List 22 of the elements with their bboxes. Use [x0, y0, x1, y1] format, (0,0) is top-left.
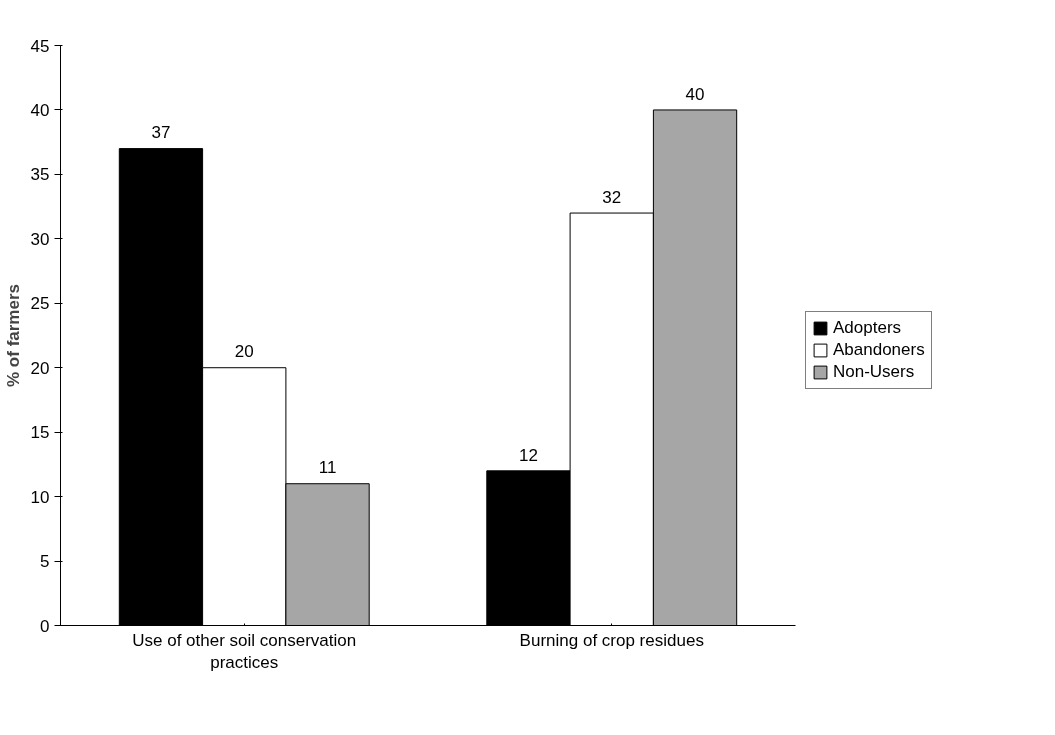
x-tick-label: Burning of crop residues	[519, 630, 704, 650]
data-label: 32	[602, 187, 622, 207]
x-tick-label: Use of other soil conservation practices	[132, 630, 357, 673]
y-tick-label: 20	[30, 358, 50, 378]
y-tick-label: 30	[30, 229, 50, 249]
data-label: 11	[318, 458, 337, 478]
y-tick-label: 35	[30, 165, 50, 185]
legend-label: Adopters	[833, 318, 902, 338]
y-tick-label: 25	[30, 294, 50, 314]
data-label: 12	[519, 445, 538, 465]
data-label: 20	[234, 342, 254, 362]
y-tick-label: 15	[30, 423, 50, 443]
y-tick-label: 0	[40, 616, 50, 636]
y-axis-title: % of farmers	[3, 284, 23, 387]
y-tick-label: 40	[30, 100, 50, 120]
data-label: 37	[151, 123, 171, 143]
y-tick-label: 10	[30, 487, 50, 507]
y-tick-label: 45	[30, 36, 50, 56]
legend-label: Non-Users	[833, 362, 915, 382]
y-tick-label: 5	[40, 552, 50, 572]
legend-label: Abandoners	[833, 340, 925, 360]
data-label: 40	[685, 84, 705, 104]
